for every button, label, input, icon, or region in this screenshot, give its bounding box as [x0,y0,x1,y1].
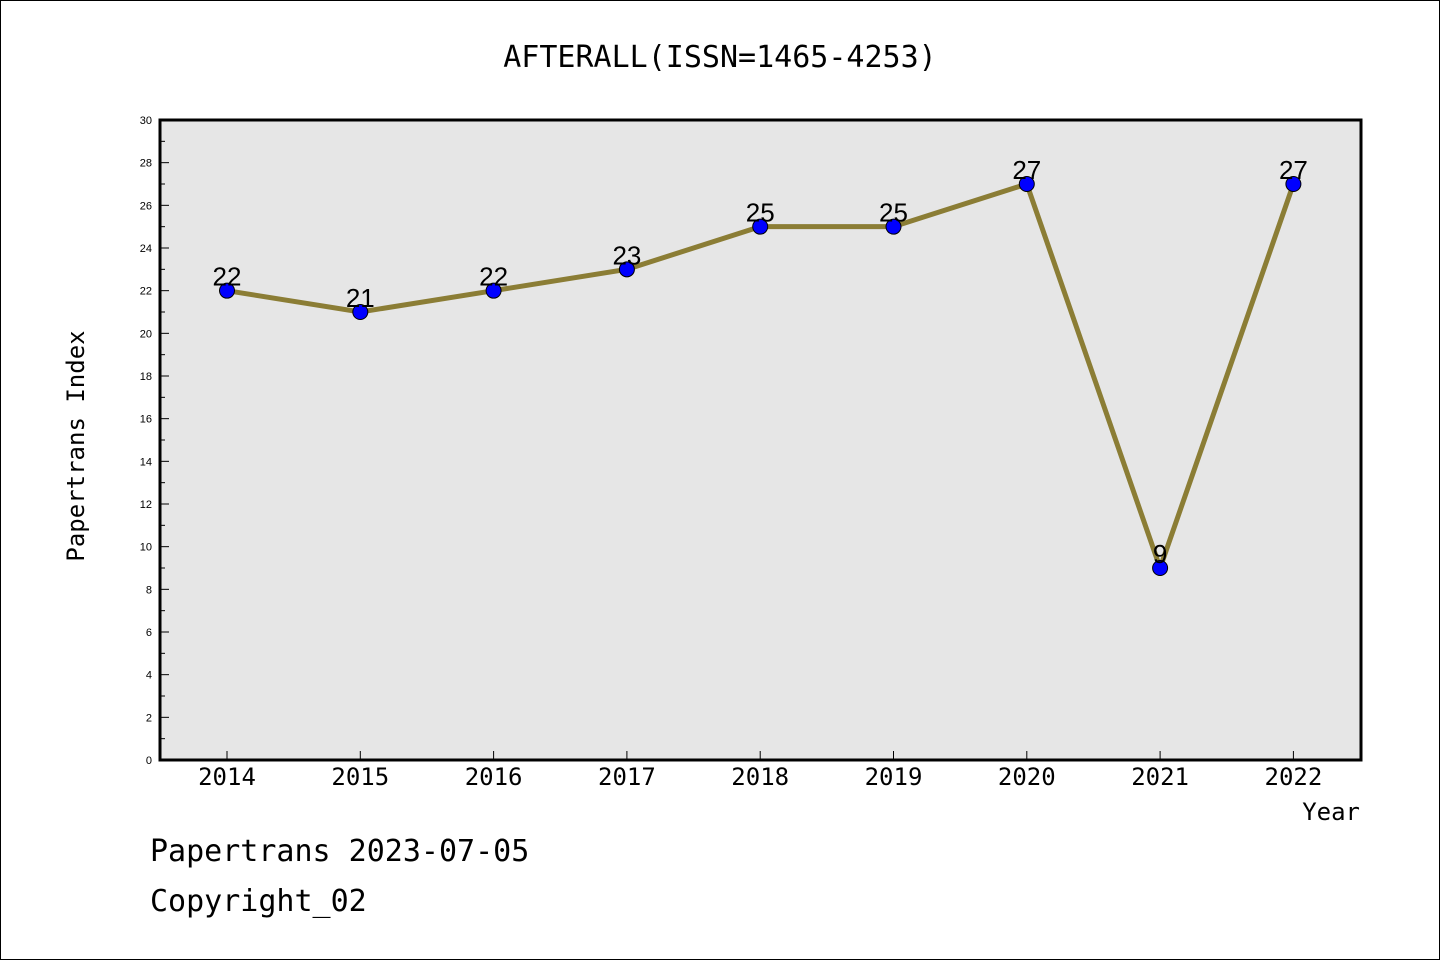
y-tick-label: 8 [146,584,152,596]
data-point [1285,176,1302,192]
y-tick-label: 16 [140,414,152,426]
y-tick-label: 18 [140,371,152,383]
x-axis-title: Year [1302,798,1360,826]
x-tick-label: 2018 [731,763,789,791]
x-tick-label: 2015 [331,763,389,791]
y-tick-label: 2 [146,712,152,724]
data-label: 27 [1279,155,1308,185]
y-tick-label: 6 [146,627,152,639]
x-tick-label: 2014 [198,763,256,791]
y-axis-title: Papertrans Index [62,330,90,561]
data-point [219,282,235,299]
y-tick-label: 22 [140,286,152,298]
data-point [1018,176,1035,192]
y-tick-label: 14 [140,456,152,468]
y-tick-label: 30 [140,115,152,127]
x-tick-label: 2022 [1265,763,1323,791]
data-label: 22 [213,262,242,292]
y-tick-label: 4 [146,670,152,682]
y-tick-label: 20 [140,328,152,340]
footer-copyright: Copyright_02 [150,884,367,919]
y-tick-label: 26 [140,200,152,212]
footer-date: Papertrans 2023-07-05 [150,834,530,869]
y-tick-label: 12 [140,499,152,511]
y-tick-label: 10 [140,542,152,554]
x-tick-label: 2020 [998,763,1056,791]
x-tick-label: 2019 [865,763,923,791]
data-point [352,304,369,320]
data-point [885,218,902,235]
x-tick-label: 2021 [1131,763,1189,791]
data-label: 22 [479,262,508,292]
x-axis: 2014 2015 2016 2017 2018 2019 2020 2021 2022 [198,751,1322,791]
data-point [485,282,502,299]
data-label: 25 [746,198,775,228]
data-point [752,218,769,235]
x-tick-label: 2017 [598,763,656,791]
data-label: 9 [1153,539,1167,569]
data-label: 25 [879,198,908,228]
data-point [618,261,635,278]
data-label: 23 [612,240,641,270]
x-tick-label: 2016 [465,763,523,791]
data-point [1152,560,1169,576]
y-tick-label: 28 [140,158,152,170]
y-tick-label: 0 [146,755,152,767]
chart-title: AFTERALL(ISSN=1465-4253) [503,40,936,75]
data-label: 21 [346,283,375,313]
series-group: 22 21 22 23 25 25 27 9 27 [213,155,1308,576]
data-label: 27 [1012,155,1041,185]
y-tick-label: 24 [140,243,152,255]
